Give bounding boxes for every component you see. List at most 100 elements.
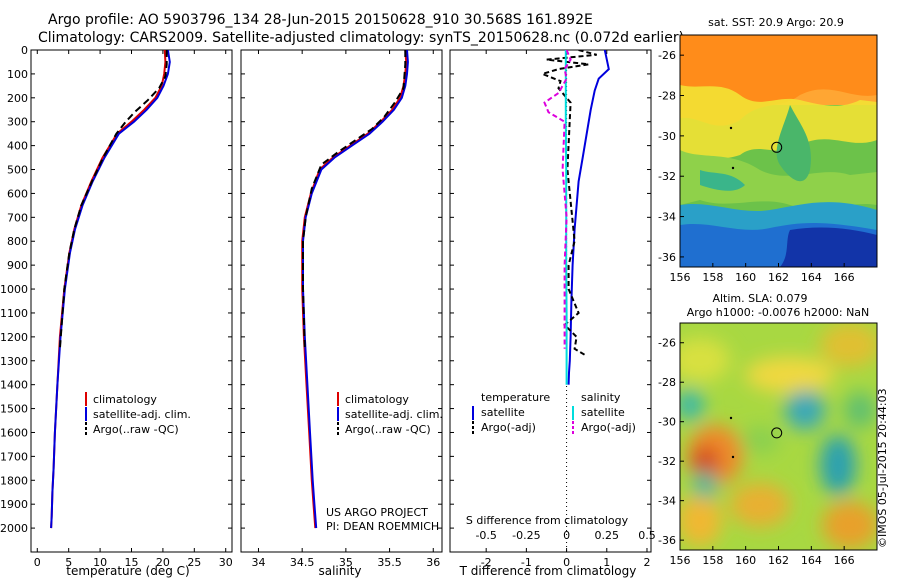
map-y-tick-label: -32 xyxy=(658,170,676,183)
x-tick-label: 34.5 xyxy=(290,556,315,569)
difference-axes-frame xyxy=(449,49,652,553)
map-y-tick-label: -34 xyxy=(658,495,676,508)
legend-label-s-satellite: satellite xyxy=(581,406,625,419)
salinity-legend: climatology satellite-adj. clim. Argo(..… xyxy=(337,392,443,436)
map-x-tick-label: 162 xyxy=(768,554,789,567)
sla-field xyxy=(680,323,877,550)
y-tick-label: 1200 xyxy=(0,331,28,344)
x-tick-label: 2 xyxy=(643,556,650,569)
sla-map-title: Altim. SLA: 0.079 xyxy=(712,292,807,305)
y-tick-label: 500 xyxy=(7,164,28,177)
s-tick-label: 0 xyxy=(563,529,570,542)
map-x-tick-label: 164 xyxy=(801,554,822,567)
map-x-tick-label: 160 xyxy=(735,271,756,284)
x-tick-label: 15 xyxy=(125,556,139,569)
y-tick-label: 1300 xyxy=(0,355,28,368)
legend-label-t-argo: Argo(-adj) xyxy=(481,421,536,434)
legend-label-argo: Argo(..raw -QC) xyxy=(93,423,179,436)
salinity-xlabel: salinity xyxy=(318,564,361,578)
y-tick-label: 1100 xyxy=(0,307,28,320)
argo-location-marker xyxy=(771,427,783,439)
y-tick-label: 1600 xyxy=(0,426,28,439)
map-y-tick-label: -26 xyxy=(658,49,676,62)
sla-map-subtitle: Argo h1000: -0.0076 h2000: NaN xyxy=(687,306,870,319)
x-tick-label: 1 xyxy=(603,556,610,569)
map-x-tick-label: 164 xyxy=(801,271,822,284)
legend-header-salinity: salinity xyxy=(581,391,621,404)
legend-label-climatology: climatology xyxy=(345,393,409,406)
difference-profile-plot: -2 -1 0 1 2 -0.5 -0.25 0 0.25 0.5 S difference f… xyxy=(449,49,656,578)
series-line-temperature-argo-adj- xyxy=(539,50,597,357)
map-x-tick-label: 156 xyxy=(670,271,691,284)
x-tick-label: -1 xyxy=(521,556,532,569)
map-x-tick-label: 162 xyxy=(768,271,789,284)
temperature-profile-plot: 0 5 10 15 20 25 30 0 100 200 300 400 500 600 700 800 90… xyxy=(0,44,233,578)
difference-legend: temperature salinity satellite Argo(-adj… xyxy=(472,391,636,435)
sla-map: Altim. SLA: 0.079 Argo h1000: -0.0076 h2… xyxy=(658,292,878,567)
legend-label-t-satellite: satellite xyxy=(481,406,525,419)
map-x-tick-label: 160 xyxy=(735,554,756,567)
series-line-satellite-adj-clim- xyxy=(50,50,171,529)
y-tick-label: 100 xyxy=(7,68,28,81)
s-tick-label: -0.5 xyxy=(475,529,496,542)
legend-label-s-argo: Argo(-adj) xyxy=(581,421,636,434)
temperature-xlabel: temperature (deg C) xyxy=(66,564,189,578)
y-tick-label: 200 xyxy=(7,92,28,105)
y-tick-label: 0 xyxy=(21,44,28,57)
map-x-tick-label: 166 xyxy=(834,271,855,284)
legend-header-temperature: temperature xyxy=(481,391,550,404)
map-x-tick-label: 166 xyxy=(834,554,855,567)
project-annotation: US ARGO PROJECT xyxy=(326,506,428,519)
temperature-legend: climatology satellite-adj. clim. Argo(..… xyxy=(85,392,191,436)
figure-title-line1: Argo profile: AO 5903796_134 28-Jun-2015… xyxy=(48,12,593,28)
sst-field xyxy=(680,35,877,267)
y-tick-label: 700 xyxy=(7,211,28,224)
map-y-tick-label: -34 xyxy=(658,211,676,224)
x-tick-label: 36 xyxy=(426,556,440,569)
temperature-axes-frame xyxy=(30,49,233,553)
map-x-tick-label: 158 xyxy=(702,554,723,567)
y-tick-label: 900 xyxy=(7,259,28,272)
s-tick-label: 0.25 xyxy=(595,529,620,542)
x-tick-label: 34 xyxy=(251,556,265,569)
map-y-tick-label: -36 xyxy=(658,534,676,547)
x-tick-label: 5 xyxy=(65,556,72,569)
y-tick-label: 2000 xyxy=(0,522,28,535)
x-tick-label: 0 xyxy=(563,556,570,569)
series-line-salinity-satellite xyxy=(564,50,568,385)
map-y-tick-label: -26 xyxy=(658,337,676,350)
legend-label-satellite: satellite-adj. clim. xyxy=(345,408,443,421)
series-line-salinity-argo-adj- xyxy=(543,50,572,349)
x-tick-label: 30 xyxy=(219,556,233,569)
track-point xyxy=(729,416,733,420)
x-tick-label: 25 xyxy=(187,556,201,569)
series-line-argo-raw-qc- xyxy=(302,50,407,349)
map-y-tick-label: -30 xyxy=(658,130,676,143)
y-tick-label: 1900 xyxy=(0,498,28,511)
legend-label-argo: Argo(..raw -QC) xyxy=(345,423,431,436)
y-tick-label: 1800 xyxy=(0,474,28,487)
track-point xyxy=(729,126,733,130)
salinity-profile-plot: 34 34.5 35 35.5 36 salinity climatology sate… xyxy=(240,49,443,578)
x-tick-label: -2 xyxy=(481,556,492,569)
argo-location-marker xyxy=(771,141,783,153)
s-tick-label: 0.5 xyxy=(638,529,656,542)
legend-label-satellite: satellite-adj. clim. xyxy=(93,408,191,421)
y-tick-label: 1000 xyxy=(0,283,28,296)
s-tick-label: -0.25 xyxy=(512,529,540,542)
y-tick-label: 400 xyxy=(7,140,28,153)
y-tick-label: 1400 xyxy=(0,379,28,392)
sst-map: sat. SST: 20.9 Argo: 20.9 156 158 160 162 16… xyxy=(658,16,878,284)
x-tick-label: 35.5 xyxy=(377,556,402,569)
figure-title-line2: Climatology: CARS2009. Satellite-adjuste… xyxy=(38,30,685,46)
map-x-tick-label: 158 xyxy=(702,271,723,284)
y-tick-label: 1700 xyxy=(0,450,28,463)
y-tick-label: 800 xyxy=(7,235,28,248)
x-tick-label: 0 xyxy=(34,556,41,569)
s-difference-label: S difference from climatology xyxy=(466,514,629,527)
x-tick-label: 35 xyxy=(339,556,353,569)
legend-label-climatology: climatology xyxy=(93,393,157,406)
track-point xyxy=(731,455,735,459)
sst-map-title: sat. SST: 20.9 Argo: 20.9 xyxy=(708,16,844,29)
